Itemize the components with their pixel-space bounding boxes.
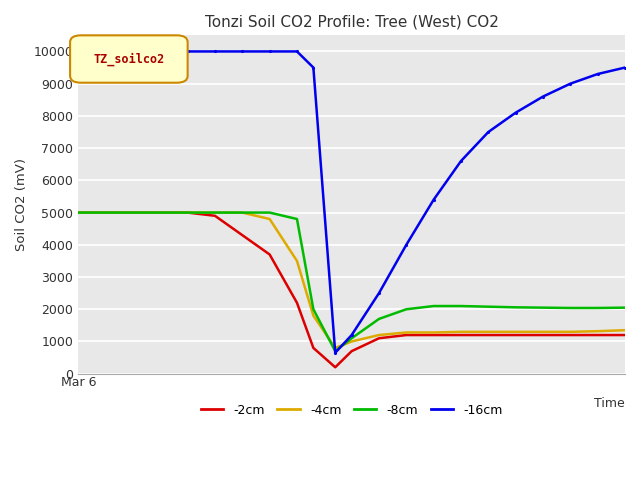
-4cm (430, 330, 438, 336)
-4cm (129, 210, 137, 216)
-8cm (375, 316, 383, 322)
-4cm (566, 329, 574, 335)
-8cm (332, 348, 339, 354)
-2cm (129, 210, 137, 216)
-16cm (348, 332, 355, 338)
-4cm (539, 329, 547, 335)
-4cm (457, 329, 465, 335)
-2cm (457, 332, 465, 338)
-8cm (266, 210, 273, 216)
Text: Time: Time (595, 397, 625, 410)
-8cm (184, 210, 191, 216)
-4cm (310, 313, 317, 319)
-2cm (332, 364, 339, 370)
-2cm (184, 210, 191, 216)
-8cm (239, 210, 246, 216)
-8cm (512, 304, 520, 310)
-4cm (484, 329, 492, 335)
-8cm (566, 305, 574, 311)
-2cm (239, 232, 246, 238)
-16cm (310, 65, 317, 71)
-2cm (348, 348, 355, 354)
-16cm (74, 48, 82, 54)
Line: -2cm: -2cm (78, 213, 625, 367)
-8cm (74, 210, 82, 216)
-8cm (129, 210, 137, 216)
Line: -16cm: -16cm (77, 50, 627, 355)
-8cm (310, 306, 317, 312)
-4cm (211, 210, 219, 216)
-16cm (375, 290, 383, 296)
-16cm (332, 350, 339, 356)
-4cm (512, 329, 520, 335)
-2cm (512, 332, 520, 338)
-16cm (512, 110, 520, 116)
-2cm (266, 252, 273, 257)
-8cm (403, 306, 410, 312)
-2cm (621, 332, 629, 338)
-2cm (403, 332, 410, 338)
-8cm (594, 305, 602, 311)
-16cm (403, 242, 410, 248)
-2cm (211, 213, 219, 219)
-16cm (621, 65, 629, 71)
-4cm (403, 330, 410, 336)
-4cm (239, 210, 246, 216)
-2cm (484, 332, 492, 338)
-2cm (293, 300, 301, 306)
-8cm (457, 303, 465, 309)
Y-axis label: Soil CO2 (mV): Soil CO2 (mV) (15, 158, 28, 251)
-4cm (293, 258, 301, 264)
-16cm (239, 48, 246, 54)
-16cm (211, 48, 219, 54)
-8cm (484, 304, 492, 310)
-16cm (457, 158, 465, 164)
-16cm (539, 94, 547, 99)
-2cm (74, 210, 82, 216)
-16cm (566, 81, 574, 86)
-4cm (332, 345, 339, 351)
Title: Tonzi Soil CO2 Profile: Tree (West) CO2: Tonzi Soil CO2 Profile: Tree (West) CO2 (205, 15, 499, 30)
Line: -4cm: -4cm (78, 213, 625, 348)
-8cm (348, 336, 355, 341)
-2cm (375, 336, 383, 341)
Text: TZ_soilco2: TZ_soilco2 (93, 52, 164, 66)
-16cm (430, 197, 438, 203)
-2cm (566, 332, 574, 338)
Line: -8cm: -8cm (78, 213, 625, 351)
-4cm (184, 210, 191, 216)
-2cm (594, 332, 602, 338)
-2cm (539, 332, 547, 338)
-16cm (293, 48, 301, 54)
-2cm (310, 345, 317, 351)
Legend: -2cm, -4cm, -8cm, -16cm: -2cm, -4cm, -8cm, -16cm (196, 398, 508, 421)
-4cm (594, 328, 602, 334)
-8cm (211, 210, 219, 216)
-4cm (375, 332, 383, 338)
-16cm (266, 48, 273, 54)
-8cm (430, 303, 438, 309)
-4cm (621, 327, 629, 333)
-16cm (594, 71, 602, 77)
-16cm (484, 129, 492, 135)
-4cm (74, 210, 82, 216)
-8cm (293, 216, 301, 222)
-16cm (129, 48, 137, 54)
-4cm (266, 216, 273, 222)
-4cm (348, 338, 355, 344)
FancyBboxPatch shape (70, 36, 188, 83)
-16cm (184, 48, 191, 54)
-8cm (539, 305, 547, 311)
-8cm (621, 305, 629, 311)
-2cm (430, 332, 438, 338)
